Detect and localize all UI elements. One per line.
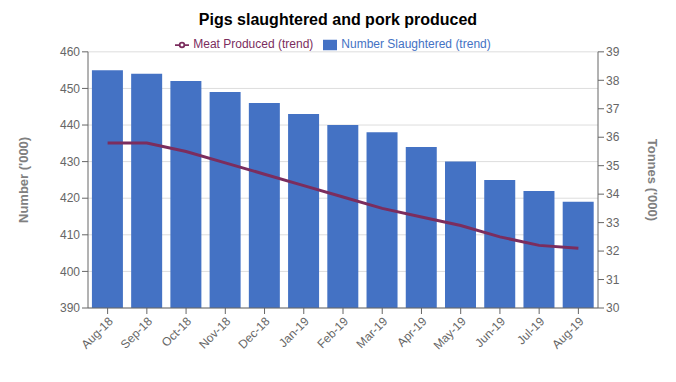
svg-text:Number ('000): Number ('000): [16, 137, 31, 223]
svg-text:Dec-18: Dec-18: [235, 314, 272, 351]
svg-text:430: 430: [60, 155, 80, 169]
svg-text:420: 420: [60, 191, 80, 205]
svg-text:32: 32: [606, 244, 620, 258]
svg-text:Jun-19: Jun-19: [472, 314, 508, 350]
svg-text:37: 37: [606, 102, 620, 116]
svg-text:30: 30: [606, 301, 620, 315]
svg-text:Mar-19: Mar-19: [354, 314, 391, 351]
svg-text:May-19: May-19: [431, 314, 469, 352]
svg-text:33: 33: [606, 216, 620, 230]
svg-text:390: 390: [60, 301, 80, 315]
svg-text:Sep-18: Sep-18: [118, 314, 155, 351]
svg-text:Feb-19: Feb-19: [314, 314, 351, 351]
svg-text:460: 460: [60, 45, 80, 59]
svg-text:Nov-18: Nov-18: [196, 314, 233, 351]
svg-text:Apr-19: Apr-19: [394, 314, 430, 350]
svg-text:410: 410: [60, 228, 80, 242]
svg-text:39: 39: [606, 45, 620, 59]
svg-text:Jan-19: Jan-19: [276, 314, 312, 350]
svg-text:Aug-19: Aug-19: [549, 314, 586, 351]
html-text:Pigs slaughtered and pork prod: Pigs slaughtered and pork produced: [198, 11, 478, 28]
svg-text:36: 36: [606, 130, 620, 144]
svg-text:34: 34: [606, 187, 620, 201]
svg-text:38: 38: [606, 74, 620, 88]
html-text:Number Slaughtered (trend): Number Slaughtered (trend): [341, 37, 491, 51]
svg-text:Tonnes ('000): Tonnes ('000): [645, 139, 660, 221]
svg-text:450: 450: [60, 82, 80, 96]
svg-text:440: 440: [60, 118, 80, 132]
svg-text:Aug-18: Aug-18: [78, 314, 115, 351]
html-text:Meat Produced (trend): Meat Produced (trend): [193, 37, 314, 51]
svg-text:Oct-18: Oct-18: [159, 314, 195, 350]
svg-text:31: 31: [606, 273, 620, 287]
svg-text:400: 400: [60, 265, 80, 279]
svg-text:Jul-19: Jul-19: [514, 314, 547, 347]
svg-text:35: 35: [606, 159, 620, 173]
